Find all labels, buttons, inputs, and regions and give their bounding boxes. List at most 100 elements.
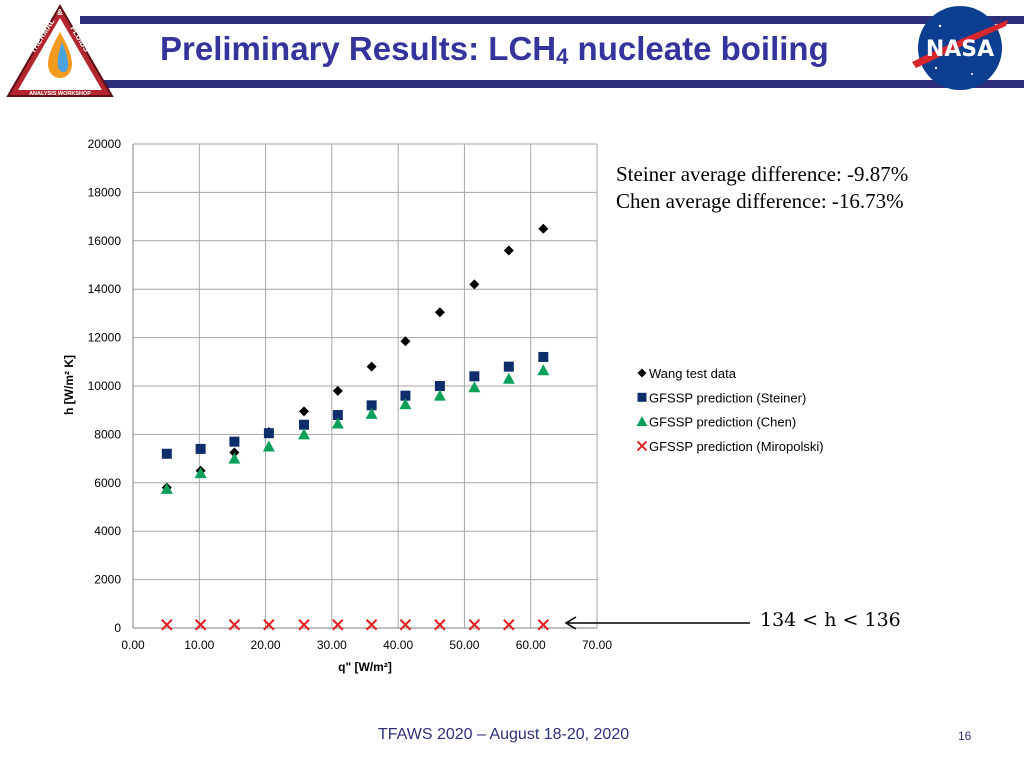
legend-marker-diamond	[637, 368, 647, 378]
data-point-triangle	[537, 364, 550, 376]
x-tick-label: 40.00	[383, 638, 413, 652]
y-tick-label: 14000	[88, 282, 122, 296]
data-point-square	[195, 443, 206, 454]
data-point-diamond	[299, 406, 310, 417]
data-point-square	[503, 361, 514, 372]
nasa-logo: NASA	[912, 6, 1008, 90]
legend-label-cross: GFSSP prediction (Miropolski)	[649, 439, 824, 454]
data-point-cross	[332, 619, 344, 631]
y-axis-label: h [W/m² K]	[62, 355, 76, 415]
y-tick-label: 18000	[88, 185, 122, 199]
series-diamond	[161, 223, 549, 493]
x-tick-label: 30.00	[317, 638, 347, 652]
data-point-triangle	[194, 467, 207, 479]
tfaws-logo-bottom-text: ANALYSIS WORKSHOP	[29, 91, 91, 97]
data-point-cross	[228, 619, 241, 631]
y-tick-label: 4000	[94, 524, 121, 538]
data-point-cross	[537, 619, 550, 631]
tfaws-logo: THERMAL & FLUIDS ANALYSIS WORKSHOP	[6, 4, 114, 97]
data-point-square	[299, 419, 310, 430]
y-tick-label: 2000	[94, 573, 121, 587]
legend-marker-square	[637, 392, 647, 402]
chen-difference-note: Chen average difference: -16.73%	[616, 189, 904, 213]
slide-title: Preliminary Results: LCH4 nucleate boili…	[160, 30, 880, 69]
data-point-triangle	[433, 389, 446, 401]
data-point-square	[538, 351, 549, 362]
data-point-triangle	[365, 407, 378, 419]
data-point-triangle	[160, 482, 173, 494]
data-point-diamond	[434, 307, 445, 318]
y-tick-label: 12000	[88, 331, 122, 345]
data-point-cross	[298, 619, 310, 631]
series-square	[161, 351, 549, 459]
data-point-cross	[468, 619, 481, 631]
y-tick-label: 8000	[94, 427, 121, 441]
tfaws-logo-amp: &	[57, 8, 63, 17]
legend-label-triangle: GFSSP prediction (Chen)	[649, 415, 796, 430]
steiner-difference-note: Steiner average difference: -9.87%	[616, 162, 908, 186]
data-point-square	[469, 371, 480, 382]
data-point-diamond	[229, 447, 240, 458]
footer-text: TFAWS 2020 – August 18-20, 2020	[378, 726, 630, 743]
data-point-triangle	[331, 417, 344, 429]
data-point-triangle	[502, 372, 515, 384]
data-point-square	[161, 448, 172, 459]
data-point-diamond	[366, 361, 377, 372]
inequality-annotation: 134 < h < 136	[760, 609, 901, 631]
series-triangle	[160, 364, 550, 494]
data-point-cross	[434, 619, 446, 631]
y-tick-label: 16000	[88, 234, 122, 248]
legend: Wang test data GFSSP prediction (Steiner)…	[636, 366, 824, 454]
x-tick-label: 70.00	[582, 638, 612, 652]
x-tick-label: 10.00	[184, 638, 214, 652]
x-tick-label: 60.00	[516, 638, 546, 652]
nasa-logo-text: NASA	[926, 37, 994, 62]
data-point-diamond	[538, 223, 549, 234]
page-number: 16	[958, 729, 972, 743]
x-tick-label: 0.00	[121, 638, 145, 652]
x-tick-label: 50.00	[449, 638, 479, 652]
data-point-square	[229, 436, 240, 447]
data-point-cross	[263, 619, 275, 631]
data-point-cross	[161, 619, 173, 631]
title-main: Preliminary Results: LCH	[160, 30, 557, 67]
data-point-diamond	[400, 336, 411, 347]
x-axis-label: q" [W/m²]	[338, 660, 392, 674]
data-point-diamond	[332, 385, 343, 396]
series-cross	[161, 619, 550, 631]
data-point-triangle	[228, 452, 241, 464]
data-points	[160, 223, 550, 631]
callout-arrow-head	[564, 616, 577, 630]
y-tick-label: 20000	[88, 137, 122, 151]
y-tick-label: 0	[114, 621, 121, 635]
x-tick-label: 20.00	[251, 638, 281, 652]
grid-lines	[132, 143, 598, 629]
data-point-square	[434, 381, 445, 391]
header-bar-top	[80, 16, 1024, 24]
y-tick-label: 6000	[94, 476, 121, 490]
data-point-square	[332, 410, 343, 421]
data-point-triangle	[298, 428, 311, 440]
data-point-square	[366, 400, 377, 411]
y-tick-label: 10000	[88, 379, 122, 393]
data-point-cross	[399, 619, 412, 631]
data-point-square	[400, 390, 411, 401]
data-point-cross	[365, 619, 378, 631]
title-tail: nucleate boiling	[568, 30, 829, 67]
data-point-triangle	[262, 440, 275, 452]
data-point-triangle	[468, 381, 481, 393]
legend-marker-cross	[636, 440, 648, 452]
tick-labels: 0 2000 4000 6000 8000 10000 12000 14000 16000 180…	[88, 137, 613, 652]
title-subscript: 4	[556, 44, 569, 69]
legend-label-square: GFSSP prediction (Steiner)	[649, 390, 806, 405]
data-point-diamond	[469, 279, 480, 290]
legend-marker-triangle	[636, 416, 648, 427]
data-point-diamond	[503, 245, 514, 256]
legend-label-diamond: Wang test data	[649, 366, 737, 381]
data-point-triangle	[399, 398, 412, 410]
header-bar-bottom	[80, 80, 1024, 88]
data-point-cross	[194, 619, 207, 631]
data-point-cross	[503, 619, 515, 631]
data-point-square	[263, 428, 274, 439]
